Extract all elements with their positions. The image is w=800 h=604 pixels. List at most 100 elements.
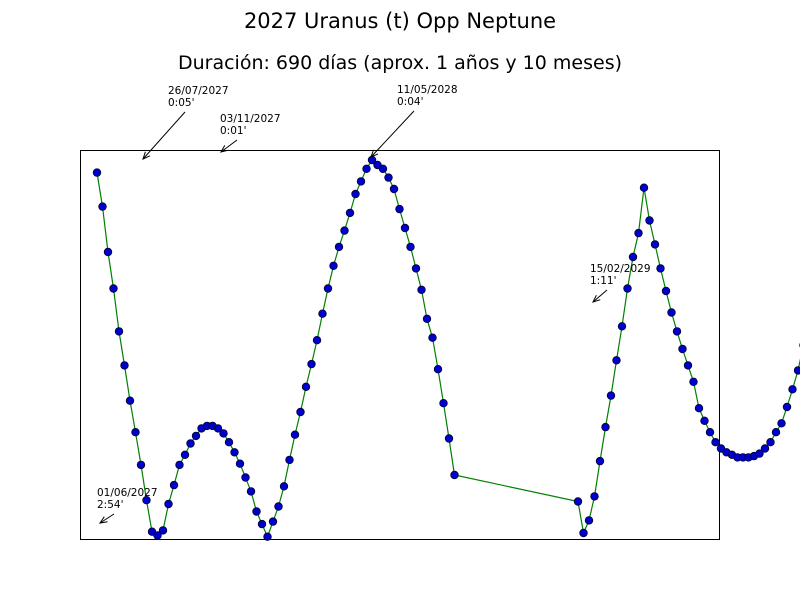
data-point bbox=[629, 253, 637, 261]
data-point bbox=[635, 229, 643, 237]
annotation-date: 03/11/2027 bbox=[220, 113, 281, 125]
data-point bbox=[346, 209, 354, 217]
chart-title: 2027 Uranus (t) Opp Neptune bbox=[244, 9, 556, 33]
data-point bbox=[585, 517, 593, 525]
data-point bbox=[657, 265, 665, 273]
data-point bbox=[673, 328, 681, 336]
data-point bbox=[596, 457, 604, 465]
data-point bbox=[110, 285, 118, 293]
data-point bbox=[115, 328, 123, 336]
data-point bbox=[789, 386, 797, 394]
annotation-date: 11/05/2028 bbox=[397, 84, 458, 96]
data-point bbox=[706, 428, 714, 436]
data-point bbox=[761, 445, 769, 453]
data-point bbox=[352, 190, 360, 198]
data-point bbox=[181, 451, 189, 459]
data-point bbox=[253, 508, 261, 516]
data-point bbox=[242, 474, 250, 482]
data-point bbox=[701, 417, 709, 425]
data-point bbox=[451, 471, 459, 479]
data-point bbox=[662, 287, 670, 295]
data-point bbox=[412, 265, 420, 273]
data-point bbox=[618, 323, 626, 331]
data-point bbox=[640, 184, 648, 192]
data-point bbox=[418, 286, 426, 294]
data-point bbox=[302, 383, 310, 391]
data-point bbox=[313, 336, 321, 344]
data-point bbox=[99, 203, 107, 211]
data-point bbox=[258, 520, 266, 528]
data-point bbox=[220, 430, 228, 438]
data-point bbox=[712, 438, 720, 446]
data-point bbox=[126, 397, 134, 405]
data-point bbox=[401, 224, 409, 232]
data-point bbox=[247, 488, 255, 496]
data-point bbox=[695, 404, 703, 412]
data-point bbox=[291, 431, 299, 439]
data-point bbox=[192, 432, 200, 440]
annotation-orb: 0:04' bbox=[397, 96, 423, 108]
data-point bbox=[170, 481, 178, 489]
annotation-orb: 2:54' bbox=[97, 499, 123, 511]
data-point bbox=[341, 227, 349, 235]
chart-subtitle: Duración: 690 días (aprox. 1 años y 10 m… bbox=[178, 52, 622, 74]
data-point bbox=[767, 438, 775, 446]
data-point bbox=[434, 365, 442, 373]
data-point bbox=[286, 456, 294, 464]
data-point bbox=[275, 503, 283, 511]
data-point bbox=[385, 174, 393, 182]
data-point bbox=[429, 334, 437, 342]
data-point bbox=[783, 403, 791, 411]
data-point bbox=[591, 493, 599, 501]
data-point bbox=[574, 498, 582, 506]
data-point bbox=[613, 357, 621, 365]
data-point bbox=[159, 527, 167, 535]
data-point bbox=[176, 461, 184, 469]
data-point bbox=[445, 435, 453, 443]
data-point bbox=[772, 428, 780, 436]
data-point bbox=[407, 243, 415, 251]
data-point bbox=[187, 440, 195, 448]
annotation-orb: 0:05' bbox=[168, 97, 194, 109]
data-point bbox=[335, 243, 343, 251]
data-point bbox=[684, 362, 692, 370]
data-point bbox=[93, 169, 101, 177]
data-point bbox=[390, 185, 398, 193]
data-point bbox=[319, 310, 327, 318]
data-point bbox=[794, 367, 800, 375]
annotation-date: 26/07/2027 bbox=[168, 85, 229, 97]
annotation-date: 15/02/2029 bbox=[590, 263, 651, 275]
annotation-orb: 1:11' bbox=[590, 275, 616, 287]
data-point bbox=[264, 533, 272, 541]
data-point bbox=[231, 449, 239, 457]
annotation-orb: 0:01' bbox=[220, 125, 246, 137]
data-point bbox=[679, 345, 687, 353]
data-point bbox=[324, 285, 332, 293]
data-point bbox=[440, 399, 448, 407]
data-point bbox=[132, 428, 140, 436]
data-point bbox=[121, 362, 129, 370]
data-point bbox=[396, 205, 404, 213]
data-point bbox=[690, 378, 698, 386]
data-point bbox=[280, 483, 288, 491]
data-point bbox=[297, 408, 305, 416]
data-point bbox=[607, 392, 615, 400]
data-point bbox=[778, 420, 786, 428]
data-point bbox=[602, 423, 610, 431]
data-point bbox=[357, 178, 365, 186]
data-point bbox=[668, 309, 676, 317]
data-point bbox=[646, 217, 654, 225]
data-point bbox=[104, 248, 112, 256]
data-point bbox=[269, 518, 277, 526]
data-point bbox=[137, 461, 145, 469]
data-point bbox=[165, 500, 173, 508]
data-point bbox=[330, 262, 338, 270]
data-point bbox=[580, 529, 588, 537]
data-point bbox=[379, 165, 387, 173]
data-point bbox=[363, 165, 371, 173]
data-point bbox=[225, 438, 233, 446]
annotation-date: 01/06/2027 bbox=[97, 487, 158, 499]
data-point bbox=[236, 460, 244, 468]
